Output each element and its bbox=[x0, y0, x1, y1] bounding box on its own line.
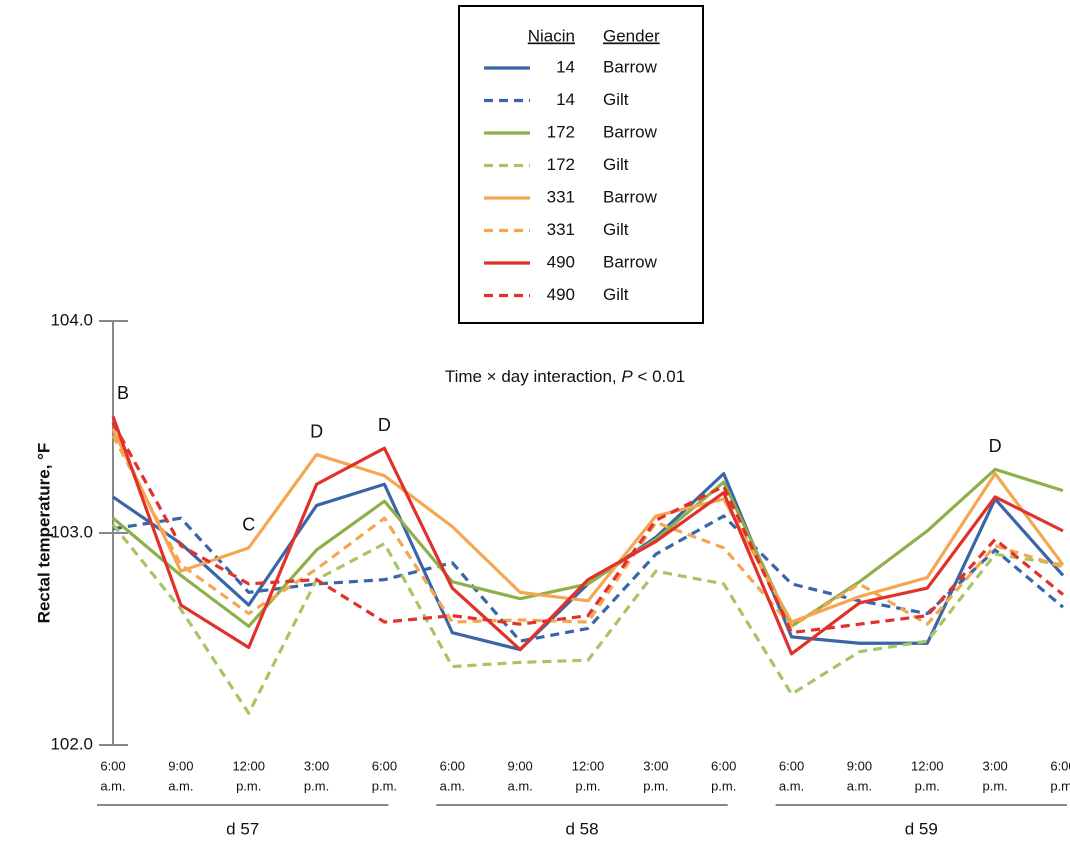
legend-gender: Gilt bbox=[603, 155, 629, 174]
x-tick-label: 12:00 bbox=[232, 758, 265, 773]
series-line bbox=[111, 428, 1065, 624]
x-tick-label: 6:00 bbox=[100, 758, 125, 773]
legend-gender: Gilt bbox=[603, 90, 629, 109]
series-line bbox=[111, 421, 1065, 635]
significance-letter: C bbox=[242, 515, 255, 535]
significance-letter: D bbox=[378, 415, 391, 435]
legend-niacin: 331 bbox=[547, 220, 575, 239]
legend-niacin: 490 bbox=[547, 252, 575, 271]
legend-box bbox=[458, 5, 704, 324]
legend-niacin: 490 bbox=[547, 285, 575, 304]
x-tick-label: 6:00 bbox=[1050, 758, 1070, 773]
legend-gender: Gilt bbox=[603, 220, 629, 239]
x-tick-label: 6:00 bbox=[440, 758, 465, 773]
x-tick-label: 12:00 bbox=[911, 758, 944, 773]
group-label: d 58 bbox=[565, 819, 598, 838]
significance-letter: D bbox=[989, 436, 1002, 456]
legend-gender: Gilt bbox=[603, 285, 629, 304]
x-tick-label: a.m. bbox=[779, 778, 804, 793]
x-tick-label: 3:00 bbox=[982, 758, 1007, 773]
group-label: d 57 bbox=[226, 819, 259, 838]
x-tick-label: 6:00 bbox=[372, 758, 397, 773]
y-axis-title: Rectal temperature, °F bbox=[34, 443, 53, 624]
legend-niacin: 172 bbox=[547, 155, 575, 174]
x-tick-label: p.m. bbox=[915, 778, 940, 793]
x-tick-label: 3:00 bbox=[643, 758, 668, 773]
x-tick-label: p.m. bbox=[643, 778, 668, 793]
x-tick-label: p.m. bbox=[1050, 778, 1070, 793]
significance-letter: D bbox=[310, 421, 323, 441]
series-line bbox=[111, 467, 1064, 628]
group-label: d 59 bbox=[905, 819, 938, 838]
x-tick-label: 6:00 bbox=[779, 758, 804, 773]
x-tick-label: a.m. bbox=[847, 778, 872, 793]
series-line bbox=[111, 434, 1064, 628]
x-tick-label: a.m. bbox=[507, 778, 532, 793]
legend-gender: Barrow bbox=[603, 187, 658, 206]
legend-header: Gender bbox=[603, 26, 660, 45]
x-tick-label: p.m. bbox=[982, 778, 1007, 793]
x-tick-label: 3:00 bbox=[304, 758, 329, 773]
x-tick-label: 12:00 bbox=[572, 758, 605, 773]
annotation-part: P bbox=[621, 367, 633, 386]
x-tick-label: a.m. bbox=[168, 778, 193, 793]
x-tick-label: a.m. bbox=[440, 778, 465, 793]
y-tick-label: 103.0 bbox=[50, 522, 93, 541]
legend-niacin: 331 bbox=[547, 187, 575, 206]
legend-niacin: 14 bbox=[556, 90, 575, 109]
legend-gender: Barrow bbox=[603, 122, 658, 141]
legend-gender: Barrow bbox=[603, 57, 658, 76]
series-line bbox=[111, 523, 1064, 715]
x-tick-label: 9:00 bbox=[507, 758, 532, 773]
annotation-part: < 0.01 bbox=[633, 367, 685, 386]
legend-niacin: 14 bbox=[556, 57, 575, 76]
x-tick-label: p.m. bbox=[372, 778, 397, 793]
legend-niacin: 172 bbox=[547, 122, 575, 141]
x-tick-label: 9:00 bbox=[847, 758, 872, 773]
y-tick-label: 104.0 bbox=[50, 310, 93, 329]
legend-gender: Barrow bbox=[603, 252, 658, 271]
legend-header: Niacin bbox=[528, 26, 575, 45]
x-tick-label: 6:00 bbox=[711, 758, 736, 773]
annotation: Time × day interaction, P < 0.01 bbox=[445, 367, 685, 386]
series-line bbox=[111, 415, 1064, 656]
x-tick-label: 9:00 bbox=[168, 758, 193, 773]
significance-letter: B bbox=[117, 383, 129, 403]
x-tick-label: p.m. bbox=[575, 778, 600, 793]
x-tick-label: a.m. bbox=[100, 778, 125, 793]
y-tick-label: 102.0 bbox=[50, 734, 93, 753]
x-tick-label: p.m. bbox=[236, 778, 261, 793]
x-tick-label: p.m. bbox=[304, 778, 329, 793]
series-line bbox=[112, 472, 1065, 652]
x-tick-label: p.m. bbox=[711, 778, 736, 793]
annotation-part: Time × day interaction, bbox=[445, 367, 622, 386]
